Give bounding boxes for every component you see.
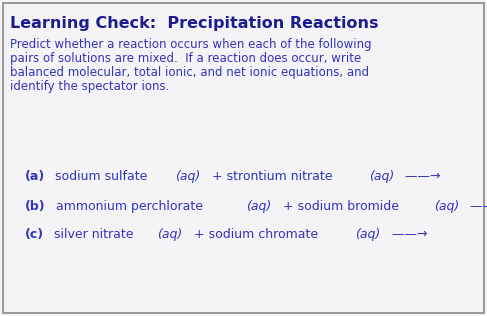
- Text: silver nitrate: silver nitrate: [50, 228, 133, 241]
- Text: + sodium chromate: + sodium chromate: [190, 228, 318, 241]
- Text: ——→: ——→: [467, 200, 487, 213]
- Text: sodium sulfate: sodium sulfate: [51, 170, 148, 183]
- Text: balanced molecular, total ionic, and net ionic equations, and: balanced molecular, total ionic, and net…: [10, 66, 369, 79]
- Text: identify the spectator ions.: identify the spectator ions.: [10, 80, 169, 93]
- Text: + strontium nitrate: + strontium nitrate: [208, 170, 333, 183]
- Text: ——→: ——→: [388, 228, 428, 241]
- Text: (aq): (aq): [369, 170, 394, 183]
- Text: (b): (b): [25, 200, 46, 213]
- Text: ——→: ——→: [401, 170, 441, 183]
- Text: (aq): (aq): [434, 200, 459, 213]
- Text: (aq): (aq): [175, 170, 201, 183]
- Text: (aq): (aq): [356, 228, 380, 241]
- Text: Learning Check:  Precipitation Reactions: Learning Check: Precipitation Reactions: [10, 16, 378, 31]
- Text: + sodium bromide: + sodium bromide: [279, 200, 399, 213]
- Text: pairs of solutions are mixed.  If a reaction does occur, write: pairs of solutions are mixed. If a react…: [10, 52, 361, 65]
- Text: (aq): (aq): [246, 200, 272, 213]
- Text: (c): (c): [25, 228, 44, 241]
- Text: Predict whether a reaction occurs when each of the following: Predict whether a reaction occurs when e…: [10, 38, 372, 51]
- Text: (a): (a): [25, 170, 45, 183]
- Text: (aq): (aq): [157, 228, 183, 241]
- Text: ammonium perchlorate: ammonium perchlorate: [52, 200, 203, 213]
